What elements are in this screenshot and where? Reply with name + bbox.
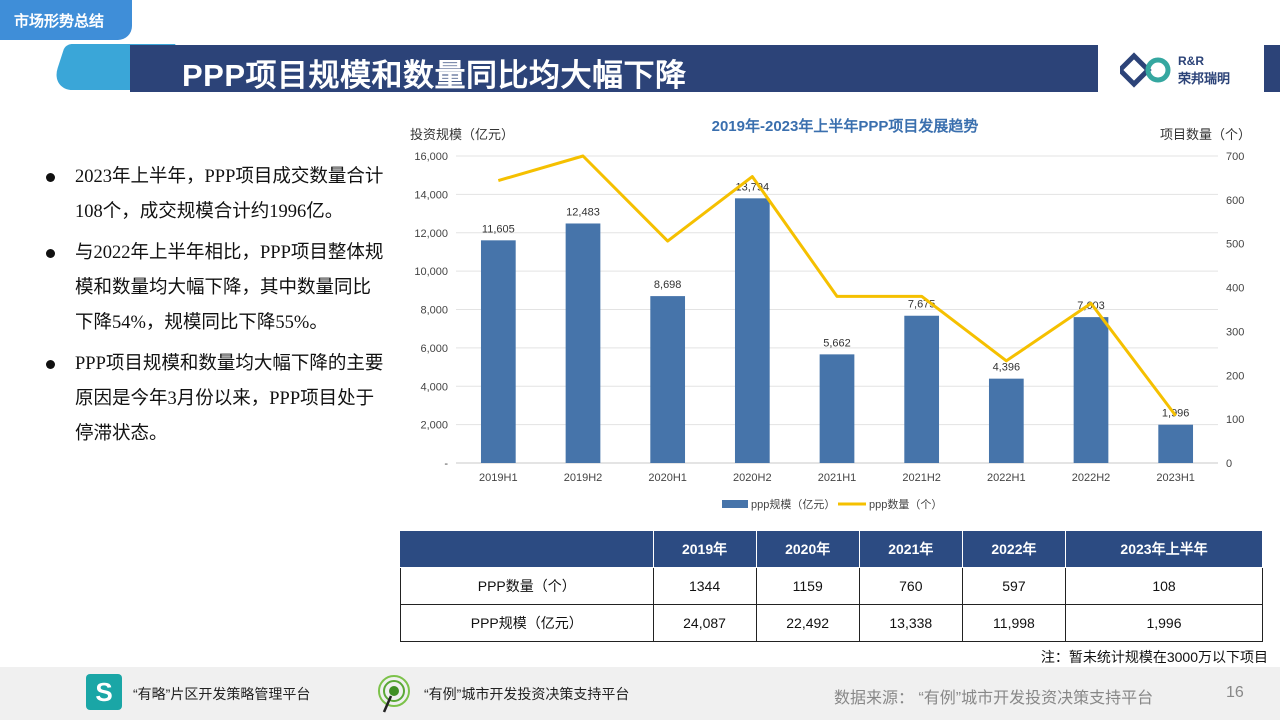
- y-tick-label: 4,000: [420, 381, 448, 393]
- bullet-item: PPP项目规模和数量均大幅下降的主要原因是今年3月份以来，PPP项目处于停滞状态…: [44, 347, 389, 452]
- title-banner: [130, 45, 1098, 92]
- table-cell: 760: [858, 567, 963, 605]
- table-cell: 597: [961, 567, 1067, 605]
- table-cell: 13,338: [858, 604, 963, 642]
- section-tag: 市场形势总结: [0, 0, 132, 40]
- data-source: 数据来源： “有例”城市开发投资决策支持平台: [834, 690, 1154, 707]
- x-tick-label: 2021H1: [818, 472, 857, 484]
- line-series: [497, 154, 1177, 417]
- bar-series: [480, 198, 1194, 463]
- legend-bar-swatch: [722, 500, 748, 508]
- y2-tick-label: 600: [1226, 195, 1244, 207]
- table-cell: PPP数量（个）: [400, 567, 654, 605]
- bar-data-label: 12,483: [566, 206, 600, 218]
- table-header-row: 2019年 2020年 2021年 2022年 2023年上半年: [400, 530, 1263, 568]
- count-line: [497, 154, 1177, 417]
- table-header-cell: 2022年: [961, 530, 1067, 568]
- y-tick-label: 14,000: [414, 189, 448, 201]
- table-cell: 1,996: [1065, 604, 1263, 642]
- footer-platform1: “有略”片区开发策略管理平台: [133, 686, 311, 702]
- youli-platform-icon: [378, 675, 410, 713]
- y-axis-label: 投资规模（亿元）: [410, 127, 514, 142]
- summary-table: 2019年 2020年 2021年 2022年 2023年上半年 PPP数量（个…: [400, 530, 1263, 642]
- table-header-cell: 2020年: [755, 530, 860, 568]
- bar: [1158, 424, 1194, 463]
- section-tag-label: 市场形势总结: [14, 13, 105, 30]
- bullet-list: 2023年上半年，PPP项目成交数量合计108个，成交规模合计约1996亿。 与…: [44, 160, 389, 458]
- bar-data-label: 5,662: [823, 337, 851, 349]
- y-tick-label: 2,000: [420, 420, 448, 432]
- x-tick-label: 2020H2: [733, 472, 772, 484]
- table-cell: 1159: [755, 567, 860, 605]
- page-number: 16: [1226, 684, 1244, 701]
- table-cell: 108: [1065, 567, 1263, 605]
- ppp-trend-chart: 2019年-2023年上半年PPP项目发展趋势 投资规模（亿元） 项目数量（个）…: [410, 117, 1251, 511]
- bar: [565, 223, 601, 463]
- bar: [988, 378, 1024, 463]
- bar-data-label: 4,396: [993, 362, 1021, 374]
- y2-tick-label: 200: [1226, 370, 1244, 382]
- bar: [480, 240, 516, 463]
- table-row: PPP规模（亿元） 24,087 22,492 13,338 11,998 1,…: [400, 604, 1263, 642]
- x-tick-label: 2019H1: [479, 472, 518, 484]
- y2-tick-label: 100: [1226, 414, 1244, 426]
- chart-title: 2019年-2023年上半年PPP项目发展趋势: [712, 117, 979, 135]
- table-header-cell: [400, 530, 654, 568]
- x-tick-label: 2022H1: [987, 472, 1026, 484]
- y2-axis-label: 项目数量（个）: [1160, 127, 1251, 142]
- legend-bar-label: ppp规模（亿元）: [751, 497, 835, 511]
- x-tick-label: 2023H1: [1156, 472, 1195, 484]
- y-tick-label: -: [444, 458, 448, 470]
- logo-cn: 荣邦瑞明: [1178, 71, 1231, 86]
- x-tick-label: 2021H2: [902, 472, 941, 484]
- table-row: PPP数量（个） 1344 1159 760 597 108: [400, 567, 1263, 605]
- footer: [0, 667, 1280, 720]
- banner-edge: [1264, 45, 1280, 92]
- y-tick-label: 8,000: [420, 305, 448, 317]
- bar: [904, 315, 940, 463]
- bullet-item: 与2022年上半年相比，PPP项目整体规模和数量均大幅下降，其中数量同比下降54…: [44, 236, 389, 341]
- rr-logo-icon: [1120, 52, 1171, 88]
- x-tick-label: 2022H2: [1072, 472, 1111, 484]
- table-header-cell: 2021年: [858, 530, 963, 568]
- table-header-cell: 2019年: [652, 530, 757, 568]
- y2-tick-label: 500: [1226, 239, 1244, 251]
- table-cell: 11,998: [961, 604, 1067, 642]
- logo: [1112, 46, 1262, 92]
- footer-platform2: “有例”城市开发投资决策支持平台: [424, 686, 630, 702]
- bar-data-label: 11,605: [482, 223, 515, 235]
- logo-en: R&R: [1178, 54, 1204, 68]
- bar: [650, 296, 686, 463]
- y-tick-label: 12,000: [414, 228, 448, 240]
- x-tick-label: 2020H1: [648, 472, 687, 484]
- table-cell: 24,087: [652, 604, 757, 642]
- table-cell: 1344: [652, 567, 757, 605]
- y-tick-label: 6,000: [420, 343, 448, 355]
- bar: [1073, 317, 1109, 463]
- bullet-item: 2023年上半年，PPP项目成交数量合计108个，成交规模合计约1996亿。: [44, 160, 389, 230]
- y-axis-ticks: - 2,000 4,000 6,000 8,000 10,000 12,000 14,000 1…: [414, 151, 448, 470]
- y-tick-label: 10,000: [414, 266, 448, 278]
- table-header-cell: 2023年上半年: [1065, 530, 1263, 568]
- youlue-platform-icon: S: [86, 674, 122, 710]
- y2-axis-ticks: 0 100 200 300 400 500 600 700: [1226, 151, 1244, 470]
- y-tick-label: 16,000: [414, 151, 448, 163]
- y2-tick-label: 700: [1226, 151, 1244, 163]
- legend: ppp规模（亿元） ppp数量（个）: [722, 497, 942, 511]
- y2-tick-label: 400: [1226, 283, 1244, 295]
- x-axis-ticks: 2019H1 2019H2 2020H1 2020H2 2021H1 2021H2 2022…: [479, 472, 1195, 484]
- bar: [734, 198, 770, 463]
- bar: [819, 354, 855, 463]
- x-tick-label: 2019H2: [564, 472, 603, 484]
- page-title: PPP项目规模和数量同比均大幅下降: [182, 58, 687, 93]
- table-cell: PPP规模（亿元）: [400, 604, 654, 642]
- y2-tick-label: 300: [1226, 326, 1244, 338]
- bar-data-label: 8,698: [654, 279, 682, 291]
- table-note: 注：暂未统计规模在3000万以下项目: [1040, 649, 1268, 665]
- legend-line-label: ppp数量（个）: [869, 498, 942, 511]
- y2-tick-label: 0: [1226, 458, 1232, 470]
- table-cell: 22,492: [755, 604, 860, 642]
